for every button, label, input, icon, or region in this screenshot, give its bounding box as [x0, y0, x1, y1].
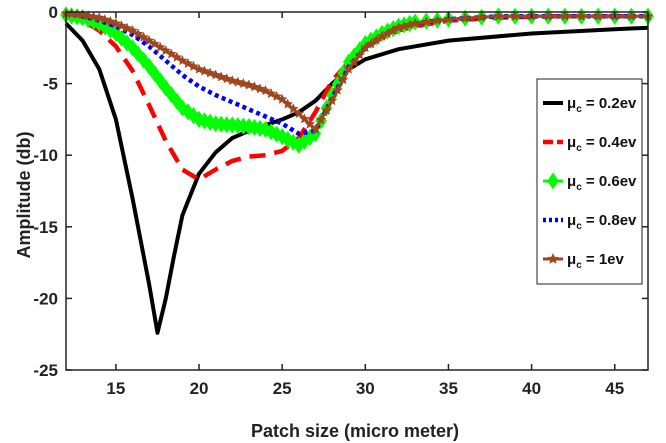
series-2 — [65, 14, 648, 182]
y-tick-label: 0 — [49, 3, 58, 22]
data-point-marker — [492, 10, 504, 21]
data-point-marker — [77, 9, 89, 20]
data-point-marker — [99, 13, 111, 25]
y-tick-label: -25 — [33, 361, 58, 380]
legend-label-symbol: μ — [567, 212, 576, 229]
legend-label-value: = 0.8ev — [582, 212, 637, 229]
legend-label-value: = 1ev — [582, 251, 625, 268]
legend-label: μc = 0.2ev — [567, 95, 637, 115]
data-point-marker — [293, 108, 305, 119]
data-point-marker — [559, 10, 571, 21]
data-point-marker — [542, 10, 554, 21]
data-point-marker — [304, 118, 316, 129]
legend-label-subscript: c — [576, 221, 582, 232]
series-line — [65, 14, 648, 182]
y-axis-title: Amplitude (db) — [14, 132, 34, 259]
legend-label-symbol: μ — [567, 134, 576, 151]
data-point-marker — [409, 17, 421, 29]
legend-item-2: μc = 0.4ev — [543, 134, 637, 154]
data-point-marker — [476, 11, 488, 22]
legend-item-3: μc = 0.6ev — [543, 172, 637, 193]
legend-label: μc = 0.4ev — [567, 134, 637, 154]
data-point-marker — [226, 75, 238, 86]
legend-label-subscript: c — [576, 104, 582, 115]
series-1 — [64, 22, 649, 335]
x-tick-label: 40 — [522, 379, 541, 398]
data-point-marker — [348, 56, 360, 67]
y-tick-label: -15 — [33, 218, 58, 237]
legend-label-symbol: μ — [567, 251, 576, 268]
data-point-marker — [354, 49, 366, 60]
legend-item-5: μc = 1ev — [543, 251, 625, 271]
legend-label-symbol: μ — [567, 95, 576, 112]
legend-item-4: μc = 0.8ev — [543, 212, 637, 232]
x-tick-label: 45 — [605, 379, 624, 398]
axes-frame — [65, 11, 649, 371]
legend-label: μc = 0.6ev — [567, 173, 637, 193]
x-tick-label: 35 — [439, 379, 458, 398]
data-point-marker — [576, 10, 587, 21]
data-point-marker — [509, 10, 521, 21]
data-point-marker — [237, 77, 249, 89]
data-point-marker — [287, 103, 299, 114]
y-tick-label: -10 — [33, 146, 58, 165]
axes-layer: 15 20 25 30 35 40 45 0 -5 -10 -15 -20 -25 — [33, 3, 649, 398]
data-point-marker — [547, 252, 559, 264]
data-point-marker — [337, 74, 349, 85]
data-point-marker — [547, 172, 559, 190]
data-point-marker — [431, 14, 443, 26]
data-point-marker — [321, 104, 332, 115]
data-point-marker — [592, 10, 604, 21]
legend-item-1: μc = 0.2ev — [543, 95, 637, 115]
data-point-marker — [88, 11, 100, 22]
data-point-marker — [459, 12, 471, 23]
legend-label-value: = 0.2ev — [582, 95, 637, 112]
data-point-marker — [443, 13, 454, 24]
x-tick-label: 25 — [273, 379, 292, 398]
data-point-marker — [215, 71, 227, 82]
data-point-marker — [82, 10, 94, 21]
data-point-marker — [315, 114, 327, 125]
legend-label: μc = 0.8ev — [567, 212, 637, 232]
series-5 — [60, 7, 654, 135]
legend-label: μc = 1ev — [567, 251, 625, 271]
x-axis-title: Patch size (micro meter) — [251, 421, 459, 441]
legend-label-value: = 0.6ev — [582, 173, 637, 190]
y-tick-label: -20 — [33, 289, 58, 308]
x-tick-label: 20 — [190, 379, 209, 398]
legend-label-subscript: c — [576, 143, 582, 154]
legend-label-subscript: c — [576, 260, 582, 271]
data-point-marker — [343, 63, 355, 74]
data-point-marker — [298, 113, 310, 124]
x-tick-label: 15 — [106, 379, 125, 398]
data-point-marker — [138, 31, 150, 42]
data-point-marker — [232, 76, 244, 87]
legend-label-symbol: μ — [567, 173, 576, 190]
data-point-marker — [326, 95, 338, 106]
series-line — [64, 22, 649, 335]
legend-label-value: = 0.4ev — [582, 134, 637, 151]
data-point-marker — [254, 83, 266, 94]
data-point-marker — [332, 84, 344, 95]
data-point-marker — [276, 93, 288, 104]
data-point-marker — [625, 10, 637, 21]
data-point-marker — [420, 16, 432, 27]
x-tick-label: 30 — [356, 379, 375, 398]
data-point-marker — [282, 98, 294, 109]
data-point-marker — [176, 55, 188, 66]
data-point-marker — [121, 34, 133, 52]
data-point-marker — [310, 123, 321, 135]
series-layer — [60, 6, 654, 335]
legend-label-subscript: c — [576, 182, 582, 193]
y-tick-label: -5 — [43, 75, 58, 94]
